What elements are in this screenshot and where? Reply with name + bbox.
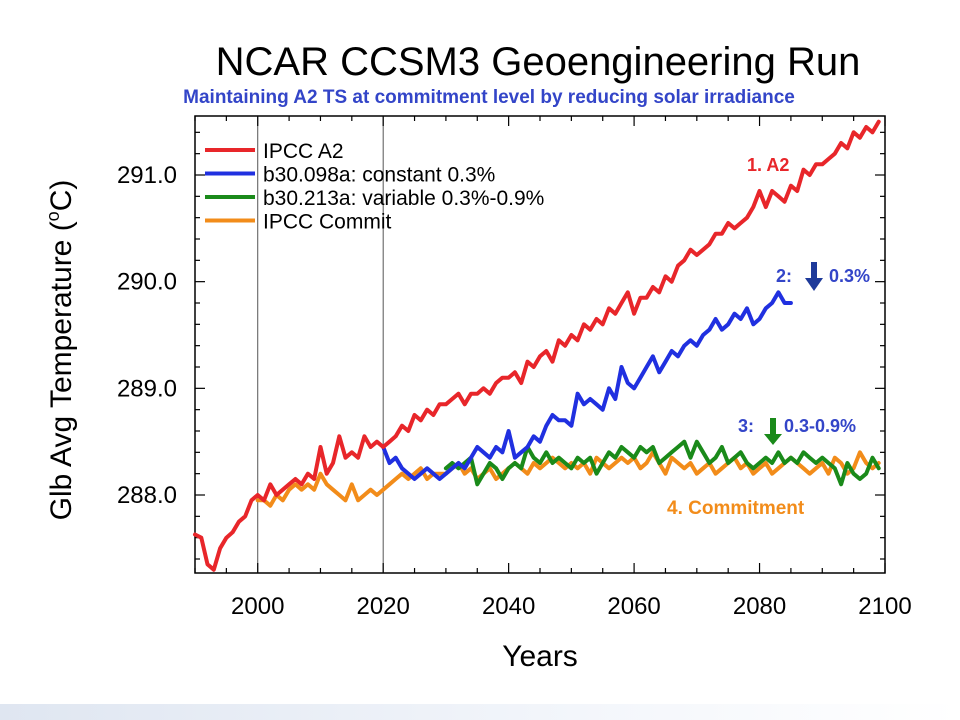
y-tick-label: 290.0: [117, 269, 177, 296]
y-axis-label: Glb Avg Temperature (oC): [43, 180, 78, 521]
down-arrow-icon: [805, 262, 823, 291]
down-arrow-icon: [764, 418, 782, 445]
y-axis-label-unit: C): [45, 180, 78, 212]
series-line-b30-098a-constant-0-3-: [381, 290, 793, 481]
x-tick-label: 2080: [733, 593, 786, 620]
annotation-variable-label: 3:: [738, 416, 754, 436]
annotation-a2: 1. A2: [747, 155, 789, 175]
x-axis-label: Years: [502, 640, 578, 673]
legend-label: IPCC Commit: [263, 211, 392, 234]
slide-footer-bar: [0, 704, 960, 720]
annotation-variable-value: 0.3-0.9%: [784, 416, 856, 436]
axis-ticks: 2000 2020 2040 2060 2080 2100 288.0 289.0 290.0 2…: [117, 116, 912, 620]
series-line-b30-213a-variable-0-3-0-9-: [443, 439, 881, 487]
annotation-constant-value: 0.3%: [829, 266, 870, 286]
y-tick-label: 288.0: [117, 482, 177, 509]
y-tick-label: 289.0: [117, 375, 177, 402]
series-layer: [193, 119, 881, 572]
chart-subtitle: Maintaining A2 TS at commitment level by…: [183, 87, 795, 108]
legend-label: IPCC A2: [263, 140, 344, 163]
x-tick-label: 2040: [482, 593, 535, 620]
series-line-ipcc-a2: [193, 119, 881, 572]
y-axis-label-main: Glb Avg Temperature (: [45, 221, 78, 520]
y-axis-label-degree: o: [43, 211, 63, 221]
chart-title: NCAR CCSM3 Geoengineering Run: [216, 40, 861, 84]
x-tick-label: 2060: [607, 593, 660, 620]
x-tick-label: 2100: [858, 593, 911, 620]
x-tick-label: 2000: [231, 593, 284, 620]
legend-label: b30.098a: constant 0.3%: [263, 164, 495, 187]
annotation-constant-label: 2:: [776, 266, 792, 286]
y-tick-label: 291.0: [117, 162, 177, 189]
annotation-commitment: 4. Commitment: [667, 498, 805, 519]
x-tick-label: 2020: [356, 593, 409, 620]
legend-label: b30.213a: variable 0.3%-0.9%: [263, 187, 544, 210]
